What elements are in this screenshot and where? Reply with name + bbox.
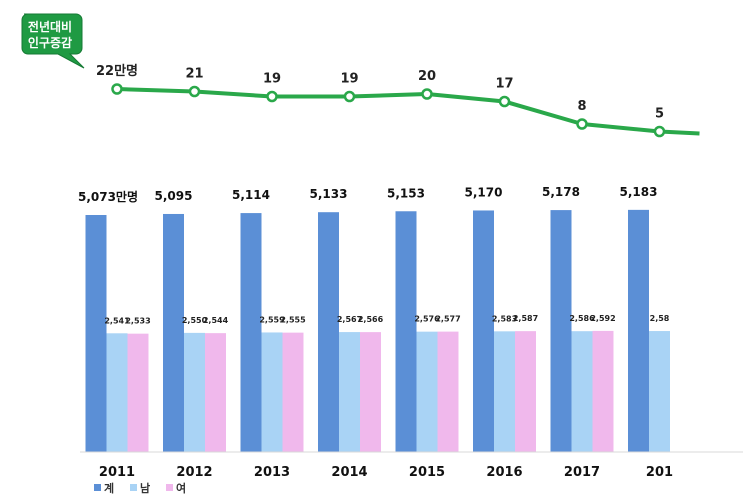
line-value-label: 22만명 [96,63,138,79]
bar-female [205,333,226,452]
bar-male [416,331,438,452]
bar-female-label: 2,544 [203,316,229,325]
legend-label: 남 [140,482,150,495]
bar-male [649,331,670,452]
bar-total-label: 5,153 [387,186,425,200]
line-point [653,125,666,138]
bar-total [550,210,572,452]
bar-female [282,332,304,452]
line-point [421,88,433,100]
line-point [111,83,123,95]
bar-female-label: 2,592 [590,314,615,323]
bar-total-label: 5,073만명 [78,189,138,204]
bar-total [395,211,417,452]
bar-total [163,213,184,452]
callout-line-1: 전년대비 [28,19,72,34]
bar-total [240,213,262,452]
x-tick-label: 2012 [176,465,212,480]
bar-female [127,333,149,452]
legend-label: 여 [176,481,186,495]
line-point [576,118,588,130]
bar-male-label: 2,550 [182,316,208,325]
line-value-label: 8 [577,99,586,114]
callout-line-2: 인구증감 [28,35,72,50]
bar-female [360,332,381,452]
bar-female [515,331,536,452]
x-tick-label: 2011 [99,465,135,480]
bar-male [261,332,283,452]
bar-total-label: 5,170 [465,185,503,199]
bar-total [628,209,649,452]
increase-line-series: 22만명 21 19 19 20 17 8 5 [96,63,700,138]
line-point [343,90,356,103]
bar-female [437,331,459,452]
bar-male-label: 2,541 [104,316,130,325]
increase-line [116,87,700,136]
bar-total-label: 5,133 [310,187,348,201]
bar-male-label: 2,583 [492,314,517,323]
bar-male [494,331,515,452]
legend-swatch [166,484,173,491]
x-tick-label: 2017 [564,465,600,480]
bar-female-label: 2,577 [435,315,460,324]
bar-male-label: 2,576 [414,315,440,324]
x-tick-label: 2014 [331,465,367,480]
bar-total-label: 5,095 [155,189,193,203]
legend-label: 계 [104,481,114,495]
line-point [266,90,278,103]
line-point [498,95,511,108]
bar-total-label: 5,178 [542,185,580,199]
bar-male [184,332,205,452]
callout-shape [21,13,85,69]
x-tick-label: 2016 [486,465,522,480]
bar-female-label: 2,587 [513,314,538,323]
bar-total-label: 5,114 [232,188,270,202]
bar-male-label: 2,567 [337,315,362,324]
bar-total [85,215,107,452]
legend-swatch [130,484,137,491]
bar-female-label: 2,566 [358,315,384,324]
line-value-label: 17 [495,77,513,92]
bar-total [473,210,494,452]
x-tick-label: 2015 [409,465,445,480]
population-bars: 5,073만명 5,095 5,114 5,133 5,153 5,170 5,178 5,1… [78,185,670,452]
x-tick-label: 2013 [254,465,290,480]
x-tick-label: 201 [646,465,673,480]
bar-male-label: 2,559 [259,315,285,324]
bar-total [318,212,339,452]
line-value-label: 21 [185,67,203,82]
bar-female [592,330,614,452]
bar-total-label: 5,183 [620,185,658,199]
line-value-label: 19 [340,72,358,87]
x-axis-labels: 2011 2012 2013 2014 2015 2016 2017 201 [99,465,673,480]
bar-male [106,333,128,452]
bar-male-label: 2,58 [650,314,670,323]
bar-male-label: 2,586 [569,314,595,323]
bar-male [339,332,360,452]
line-point [188,85,201,98]
line-value-label: 19 [263,72,281,87]
callout-box: 전년대비 인구증감 [21,13,85,69]
bar-female-label: 2,555 [280,316,306,325]
line-value-label: 20 [418,69,436,84]
legend-swatch [94,484,101,491]
line-value-label: 5 [655,107,664,122]
bar-female-label: 2,533 [125,317,150,326]
bar-male [571,331,593,452]
